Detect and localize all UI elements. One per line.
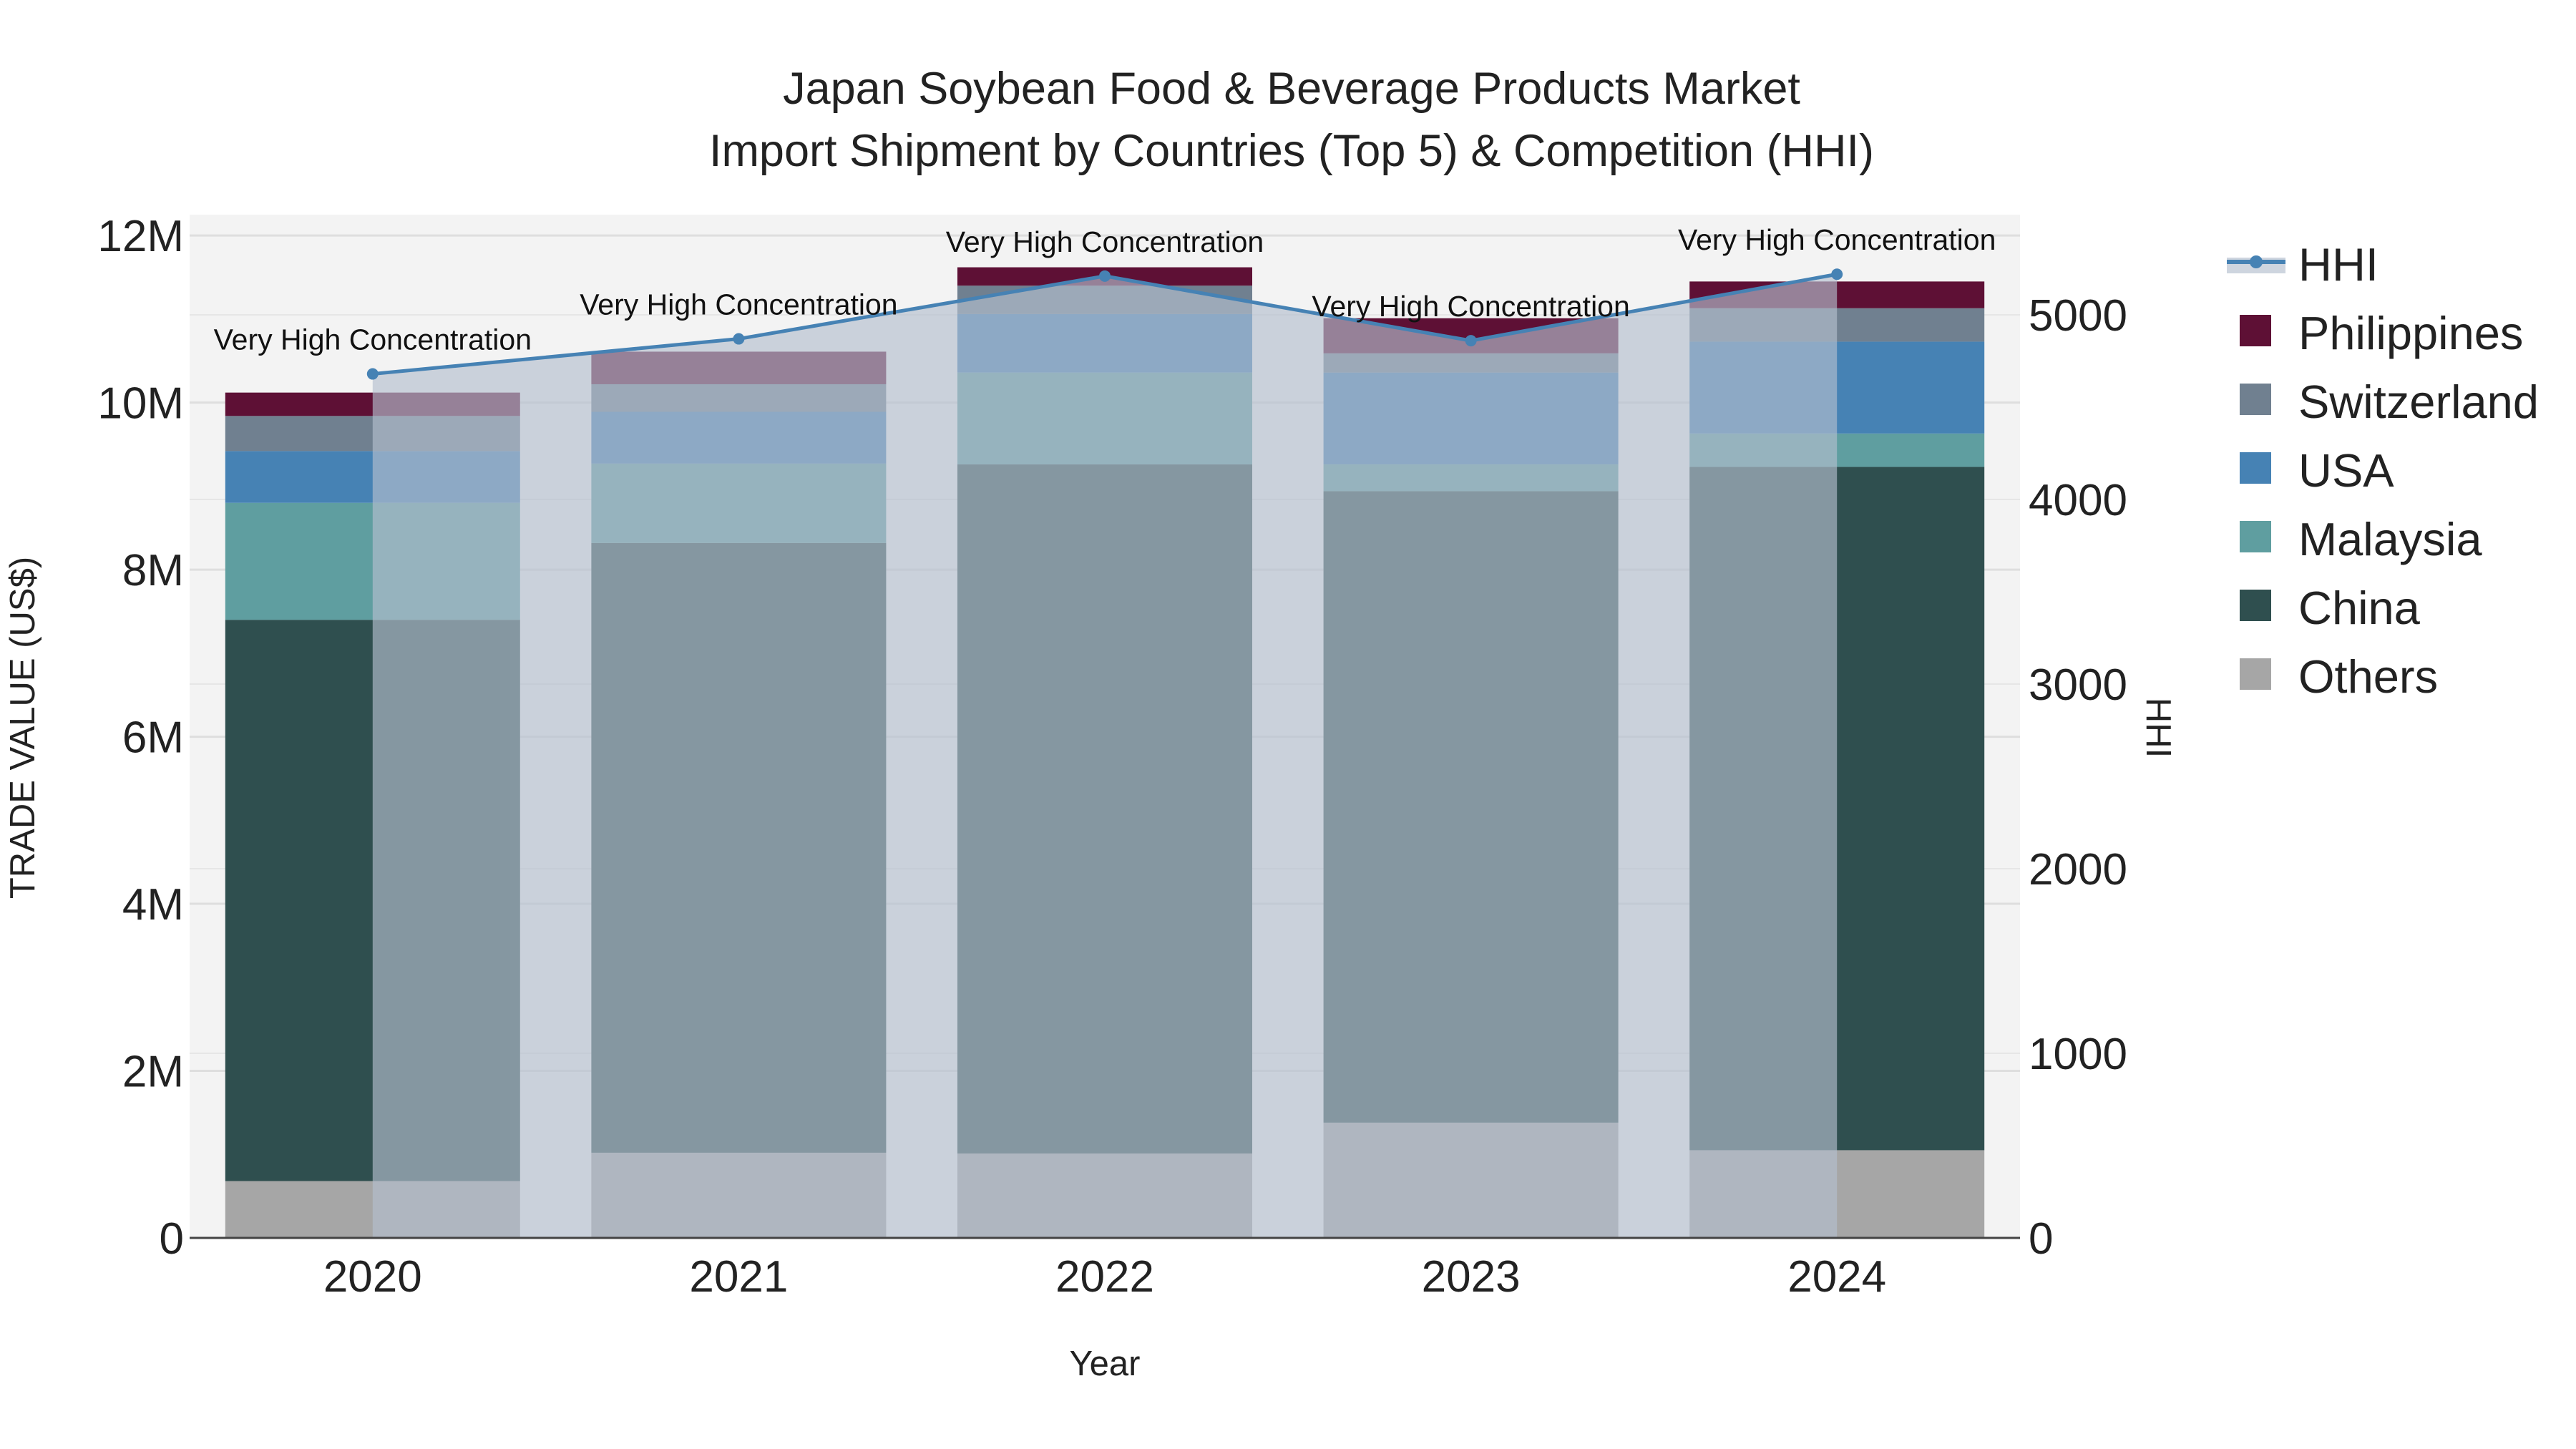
hhi-point-2024 [1831, 268, 1843, 280]
x-tick-label-2023: 2023 [1422, 1252, 1521, 1302]
legend-swatch-philippines [2240, 315, 2271, 346]
y2-tick-label: 4000 [2029, 476, 2127, 525]
x-axis-title: Year [1069, 1345, 1140, 1383]
legend-swatch-malaysia [2240, 521, 2271, 552]
hhi-point-2020 [366, 368, 379, 380]
legend-swatch-usa [2240, 452, 2271, 484]
y2-tick-label: 3000 [2029, 660, 2127, 710]
hhi-overlay: Very High Concentration Very High Concent… [214, 223, 1996, 1238]
y2-tick-label: 2000 [2029, 845, 2127, 894]
y-axis-title: TRADE VALUE (US$) [4, 557, 42, 899]
hhi-area [372, 274, 1838, 1238]
y-tick-label: 12M [97, 212, 184, 261]
y-tick-label: 10M [97, 379, 184, 429]
x-tick-label-2021: 2021 [689, 1252, 788, 1302]
axes: 0 2M 4M 6M 8M 10M 12M 0 1000 2000 3000 4000 5000 2020… [97, 212, 2127, 1302]
legend-label-china: China [2298, 582, 2421, 634]
y-tick-label: 6M [122, 713, 184, 763]
hhi-annotation-2020: Very High Concentration [214, 323, 532, 356]
legend-label-usa: USA [2298, 444, 2394, 497]
legend-label-philippines: Philippines [2298, 307, 2523, 359]
legend-swatch-switzerland [2240, 384, 2271, 415]
legend-swatch-china [2240, 590, 2271, 621]
x-tick-label-2024: 2024 [1787, 1252, 1886, 1302]
y2-tick-label: 5000 [2029, 291, 2127, 341]
hhi-point-2023 [1465, 335, 1477, 347]
chart-title-line-2: Import Shipment by Countries (Top 5) & C… [709, 126, 1874, 176]
y-tick-label: 2M [122, 1048, 184, 1097]
hhi-point-2021 [733, 333, 745, 345]
x-tick-label-2020: 2020 [323, 1252, 422, 1302]
legend-label-others: Others [2298, 650, 2438, 703]
legend: HHI Philippines Switzerland USA Malaysia Chin… [2227, 238, 2539, 703]
y2-axis-title: HHI [2139, 698, 2177, 758]
hhi-annotation-2021: Very High Concentration [580, 288, 897, 321]
hhi-annotation-2022: Very High Concentration [946, 225, 1264, 258]
y2-tick-label: 0 [2029, 1214, 2053, 1264]
hhi-annotation-2023: Very High Concentration [1312, 290, 1629, 323]
y-tick-label: 4M [122, 880, 184, 930]
y-tick-label: 8M [122, 546, 184, 595]
hhi-point-2022 [1099, 270, 1111, 282]
legend-label-malaysia: Malaysia [2298, 513, 2482, 565]
legend-swatch-others [2240, 658, 2271, 690]
legend-hhi-swatch-marker [2250, 255, 2263, 268]
legend-label-hhi: HHI [2298, 238, 2379, 291]
hhi-annotation-2024: Very High Concentration [1678, 223, 1996, 256]
y-tick-label: 0 [160, 1214, 184, 1264]
x-tick-label-2022: 2022 [1055, 1252, 1154, 1302]
chart-title-line-1: Japan Soybean Food & Beverage Products M… [783, 64, 1800, 114]
y2-tick-label: 1000 [2029, 1030, 2127, 1079]
legend-label-switzerland: Switzerland [2298, 376, 2539, 428]
